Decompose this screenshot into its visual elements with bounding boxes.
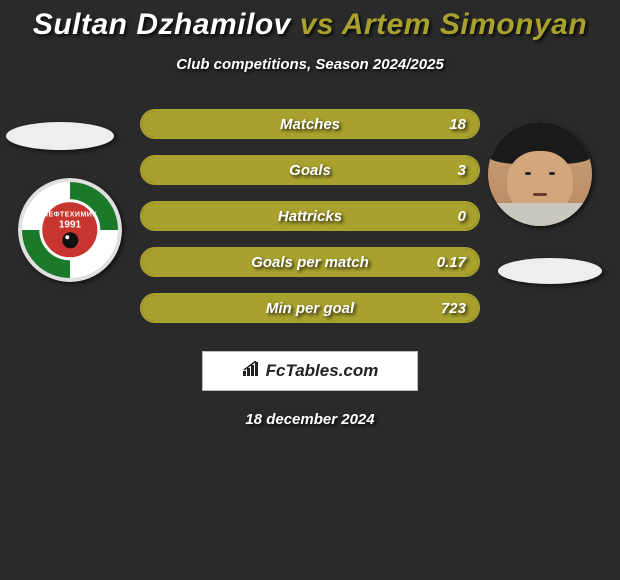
stat-label: Matches (142, 116, 478, 133)
player2-avatar (488, 122, 592, 226)
stat-value-player2: 0.17 (437, 254, 466, 271)
badge-ring: НЕФТЕХИМИК 1991 (18, 178, 122, 282)
date-label: 18 december 2024 (0, 411, 620, 428)
player1-club-badge: НЕФТЕХИМИК 1991 (18, 178, 122, 282)
stat-label: Goals per match (142, 254, 478, 271)
badge-ball-icon (62, 233, 78, 249)
player1-name: Sultan Dzhamilov (33, 8, 291, 41)
stat-row: Goals3 (140, 155, 480, 185)
badge-year: 1991 (59, 220, 81, 231)
avatar-eye (525, 172, 531, 175)
page-title: Sultan Dzhamilov vs Artem Simonyan (0, 0, 620, 42)
stat-value-player2: 3 (458, 162, 466, 179)
avatar-eye (549, 172, 555, 175)
avatar-jersey (488, 203, 592, 226)
brand-text: FcTables.com (266, 361, 379, 381)
avatar-face (488, 122, 592, 226)
player2-shadow-ellipse (498, 258, 602, 284)
chart-icon (242, 361, 262, 382)
stat-value-player2: 18 (449, 116, 466, 133)
stat-value-player2: 723 (441, 300, 466, 317)
stat-label: Min per goal (142, 300, 478, 317)
stat-row: Hattricks0 (140, 201, 480, 231)
badge-center: НЕФТЕХИМИК 1991 (39, 199, 100, 260)
badge-text: НЕФТЕХИМИК (43, 212, 97, 219)
vs-separator: vs (291, 8, 342, 41)
stat-row: Matches18 (140, 109, 480, 139)
player1-shadow-ellipse (6, 122, 114, 150)
stat-row: Goals per match0.17 (140, 247, 480, 277)
stat-value-player2: 0 (458, 208, 466, 225)
avatar-mouth (533, 193, 547, 196)
stat-label: Goals (142, 162, 478, 179)
player2-name: Artem Simonyan (342, 8, 587, 41)
stat-label: Hattricks (142, 208, 478, 225)
stat-row: Min per goal723 (140, 293, 480, 323)
subtitle: Club competitions, Season 2024/2025 (0, 56, 620, 73)
brand-box[interactable]: FcTables.com (202, 351, 418, 391)
